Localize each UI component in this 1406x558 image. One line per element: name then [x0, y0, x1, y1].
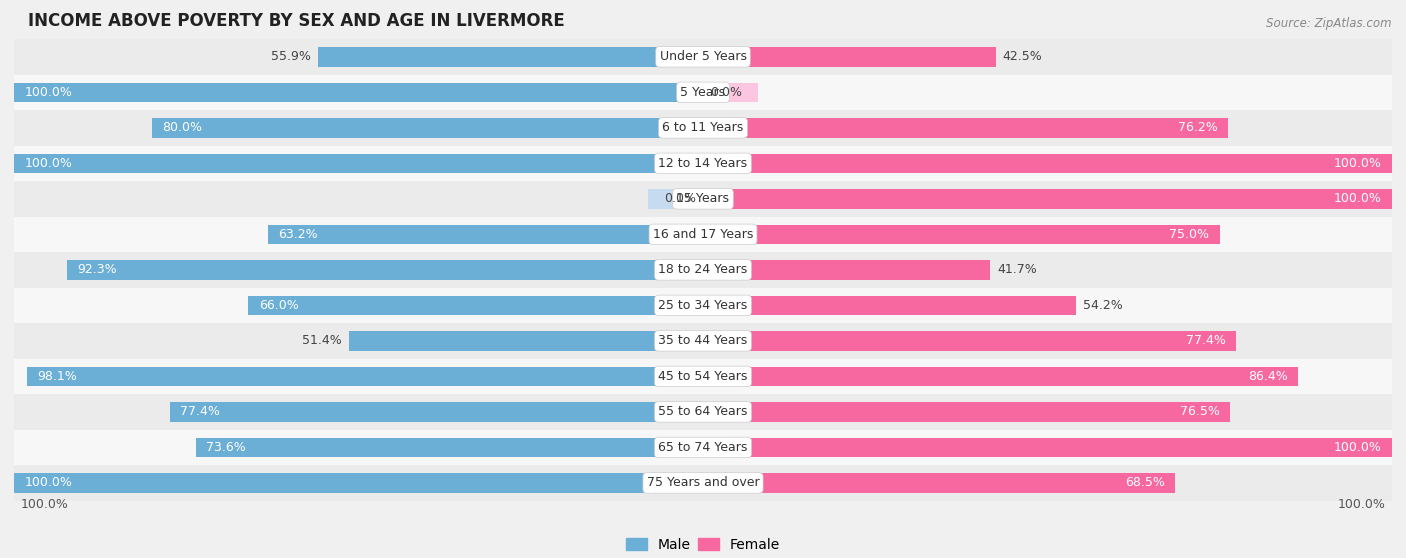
Text: 0.0%: 0.0%	[664, 193, 696, 205]
Bar	[703, 225, 1219, 244]
Text: 45 to 54 Years: 45 to 54 Years	[658, 370, 748, 383]
Bar	[195, 437, 703, 457]
Text: 80.0%: 80.0%	[162, 121, 202, 134]
Text: 5 Years: 5 Years	[681, 86, 725, 99]
Bar	[14, 323, 1392, 359]
Bar	[170, 402, 703, 422]
Text: 51.4%: 51.4%	[302, 334, 342, 348]
Text: 75 Years and over: 75 Years and over	[647, 477, 759, 489]
Bar	[14, 181, 1392, 217]
Bar	[67, 260, 703, 280]
Bar	[318, 47, 703, 66]
Text: 100.0%: 100.0%	[1334, 193, 1382, 205]
Text: 100.0%: 100.0%	[1337, 498, 1385, 512]
Bar	[703, 331, 1236, 350]
Bar	[14, 153, 703, 173]
Text: 76.2%: 76.2%	[1178, 121, 1218, 134]
Text: 41.7%: 41.7%	[997, 263, 1038, 276]
Bar	[14, 473, 703, 493]
Text: 76.5%: 76.5%	[1180, 406, 1220, 418]
Text: 75.0%: 75.0%	[1170, 228, 1209, 241]
Text: 0.0%: 0.0%	[710, 86, 742, 99]
Text: 35 to 44 Years: 35 to 44 Years	[658, 334, 748, 348]
Text: 73.6%: 73.6%	[207, 441, 246, 454]
Bar	[703, 153, 1392, 173]
Text: 68.5%: 68.5%	[1125, 477, 1164, 489]
Text: 54.2%: 54.2%	[1083, 299, 1123, 312]
Text: 66.0%: 66.0%	[259, 299, 298, 312]
Text: 100.0%: 100.0%	[24, 157, 72, 170]
Text: 86.4%: 86.4%	[1249, 370, 1288, 383]
Text: INCOME ABOVE POVERTY BY SEX AND AGE IN LIVERMORE: INCOME ABOVE POVERTY BY SEX AND AGE IN L…	[28, 12, 565, 30]
Text: 63.2%: 63.2%	[278, 228, 318, 241]
Bar	[703, 296, 1077, 315]
Bar	[349, 331, 703, 350]
Bar	[14, 430, 1392, 465]
Bar	[14, 252, 1392, 287]
Bar	[14, 83, 703, 102]
Text: 16 and 17 Years: 16 and 17 Years	[652, 228, 754, 241]
Bar	[14, 146, 1392, 181]
Text: 100.0%: 100.0%	[24, 477, 72, 489]
Bar	[703, 473, 1175, 493]
Text: Under 5 Years: Under 5 Years	[659, 50, 747, 63]
Text: 12 to 14 Years: 12 to 14 Years	[658, 157, 748, 170]
Text: 100.0%: 100.0%	[1334, 157, 1382, 170]
Bar	[703, 367, 1298, 386]
Bar	[249, 296, 703, 315]
Text: 42.5%: 42.5%	[1002, 50, 1042, 63]
Text: 15 Years: 15 Years	[676, 193, 730, 205]
Bar	[14, 394, 1392, 430]
Text: 77.4%: 77.4%	[180, 406, 219, 418]
Text: 6 to 11 Years: 6 to 11 Years	[662, 121, 744, 134]
Bar	[14, 359, 1392, 394]
Text: 65 to 74 Years: 65 to 74 Years	[658, 441, 748, 454]
Text: 55 to 64 Years: 55 to 64 Years	[658, 406, 748, 418]
Bar	[267, 225, 703, 244]
Text: 55.9%: 55.9%	[271, 50, 311, 63]
Bar	[703, 118, 1227, 138]
Legend: Male, Female: Male, Female	[620, 532, 786, 557]
Bar	[703, 402, 1230, 422]
Text: 25 to 34 Years: 25 to 34 Years	[658, 299, 748, 312]
Bar	[14, 217, 1392, 252]
Bar	[703, 47, 995, 66]
Text: 100.0%: 100.0%	[1334, 441, 1382, 454]
Bar	[14, 110, 1392, 146]
Bar	[703, 189, 1392, 209]
Bar	[152, 118, 703, 138]
Bar	[14, 75, 1392, 110]
Bar	[648, 189, 703, 209]
Text: Source: ZipAtlas.com: Source: ZipAtlas.com	[1267, 17, 1392, 30]
Text: 100.0%: 100.0%	[21, 498, 69, 512]
Bar	[14, 465, 1392, 501]
Bar	[27, 367, 703, 386]
Text: 100.0%: 100.0%	[24, 86, 72, 99]
Text: 92.3%: 92.3%	[77, 263, 117, 276]
Bar	[703, 83, 758, 102]
Bar	[14, 39, 1392, 75]
Bar	[703, 260, 990, 280]
Text: 98.1%: 98.1%	[38, 370, 77, 383]
Bar	[703, 437, 1392, 457]
Bar	[14, 287, 1392, 323]
Text: 77.4%: 77.4%	[1187, 334, 1226, 348]
Text: 18 to 24 Years: 18 to 24 Years	[658, 263, 748, 276]
